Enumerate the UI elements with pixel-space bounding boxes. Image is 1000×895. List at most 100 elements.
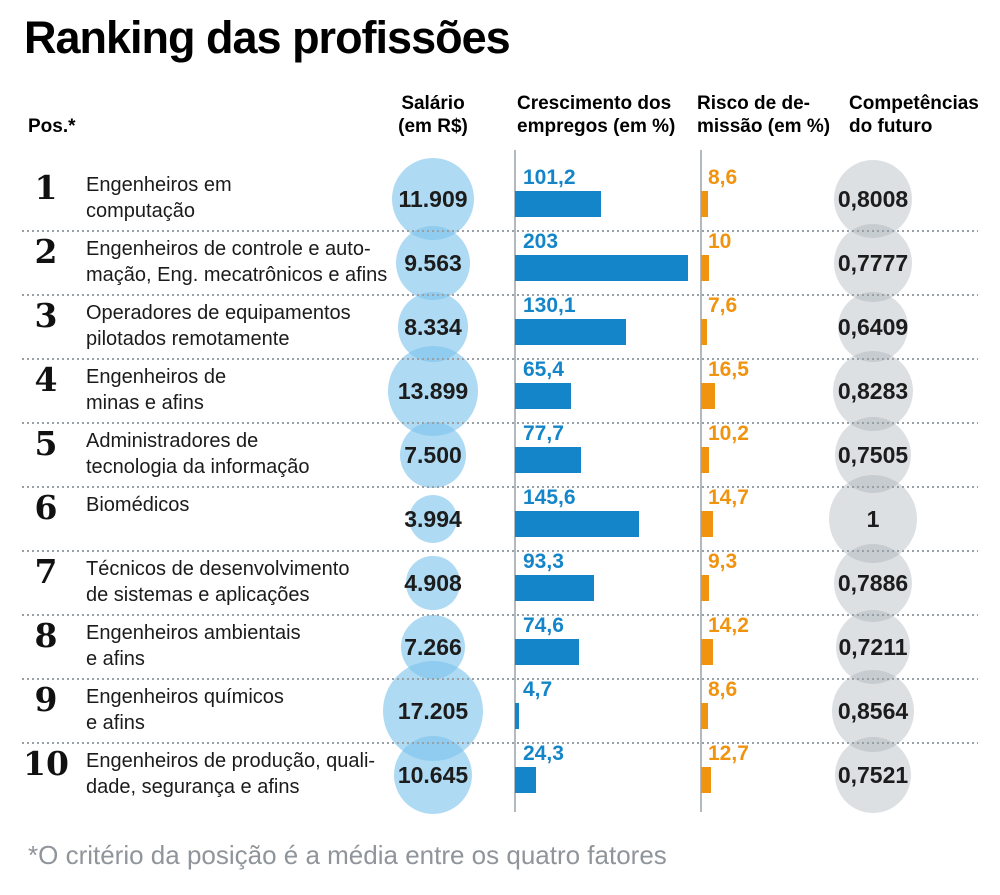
salary-value: 10.645 <box>397 762 469 788</box>
growth-value-label: 93,3 <box>523 550 564 573</box>
growth-bar <box>515 319 626 345</box>
row-separator <box>22 422 978 424</box>
salary-value: 7.266 <box>404 634 462 660</box>
column-header-skills-line1: Competências <box>849 93 979 114</box>
profession-name-line: computação <box>86 200 195 222</box>
skills-value: 0,7886 <box>837 570 909 596</box>
skills-value: 0,6409 <box>837 314 909 340</box>
row-separator <box>22 486 978 488</box>
profession-name: Administradores de tecnologia da informaç… <box>86 428 396 480</box>
profession-name-line: dade, segurança e afins <box>86 776 300 798</box>
risk-value-label: 8,6 <box>708 678 738 701</box>
risk-value-label: 16,5 <box>708 358 749 381</box>
column-header-salary-line2: (em R$) <box>398 116 468 137</box>
risk-value-label: 8,6 <box>708 166 738 189</box>
row-separator <box>22 358 978 360</box>
risk-bar <box>701 703 709 729</box>
profession-name-line: Técnicos de desenvolvimento <box>86 558 350 580</box>
risk-bar <box>701 639 713 665</box>
salary-value: 17.205 <box>397 698 469 724</box>
risk-value-label: 7,6 <box>708 294 738 317</box>
risk-value-label: 14,2 <box>708 614 749 637</box>
growth-bar <box>515 447 582 473</box>
growth-bar <box>515 255 688 281</box>
skills-bubble <box>833 159 913 239</box>
row-separator <box>22 678 978 680</box>
skills-value: 0,8564 <box>837 698 909 724</box>
risk-bar <box>701 255 710 281</box>
profession-name-line: Biomédicos <box>86 494 190 516</box>
salary-bubble <box>393 735 473 815</box>
risk-value-label: 14,7 <box>708 486 749 509</box>
growth-value-label: 77,7 <box>523 422 564 445</box>
skills-value: 0,7211 <box>838 634 908 660</box>
risk-bar <box>701 191 709 217</box>
profession-name-line: minas e afins <box>86 392 204 414</box>
skills-bubble <box>834 736 912 814</box>
column-header-risk: Risco de de- missão (em %) <box>697 92 830 138</box>
skills-bubble <box>833 543 913 623</box>
column-header-pos-label: Pos.* <box>28 116 76 137</box>
profession-name-line: e afins <box>86 712 145 734</box>
row-separator <box>22 294 978 296</box>
profession-name-line: Engenheiros químicos <box>86 686 284 708</box>
growth-value-label: 130,1 <box>523 294 576 317</box>
growth-value-label: 145,6 <box>523 486 576 509</box>
column-header-salary: Salário (em R$) <box>373 92 493 138</box>
salary-value: 11.909 <box>398 186 468 212</box>
salary-value: 3.994 <box>404 506 462 532</box>
position-number: 8 <box>34 616 58 655</box>
skills-value: 0,8283 <box>837 378 909 404</box>
growth-value-label: 203 <box>523 230 559 253</box>
profession-name: Engenheiros ambientais e afins <box>86 620 396 672</box>
risk-value-label: 10,2 <box>708 422 749 445</box>
growth-bar <box>515 703 519 729</box>
profession-name: Engenheiros de controle e auto-mação, En… <box>86 236 396 288</box>
risk-bar <box>701 383 715 409</box>
salary-value: 8.334 <box>404 314 462 340</box>
salary-value: 9.563 <box>404 250 462 276</box>
skills-bubble <box>832 670 914 752</box>
profession-name-line: Engenheiros ambientais <box>86 622 301 644</box>
growth-bar <box>515 767 536 793</box>
column-header-growth: Crescimento dos empregos (em %) <box>517 92 675 138</box>
profession-name-line: Engenheiros de <box>86 366 227 388</box>
skills-value: 0,7777 <box>837 250 909 276</box>
column-header-risk-line1: Risco de de- <box>697 93 810 114</box>
row-separator <box>22 550 978 552</box>
profession-name: Técnicos de desenvolvimento de sistemas e… <box>86 556 396 608</box>
risk-value-label: 12,7 <box>708 742 749 765</box>
growth-bar <box>515 575 595 601</box>
risk-bar <box>701 447 710 473</box>
salary-bubble <box>400 422 466 488</box>
column-header-skills: Competências do futuro <box>849 92 979 138</box>
position-number: 5 <box>34 424 58 463</box>
profession-name-line: mação, Eng. mecatrônicos e afins <box>86 264 388 286</box>
growth-value-label: 65,4 <box>523 358 564 381</box>
profession-name-line: e afins <box>86 648 145 670</box>
profession-name-line: de sistemas e aplicações <box>86 584 310 606</box>
salary-bubble <box>388 346 478 436</box>
profession-name-line: tecnologia da informação <box>86 456 310 478</box>
skills-value: 0,7521 <box>837 762 909 788</box>
salary-bubble <box>406 556 460 610</box>
salary-bubble <box>408 494 457 543</box>
risk-axis-line <box>700 150 702 812</box>
skills-value: 1 <box>866 506 880 532</box>
skills-value: 0,7505 <box>837 442 909 468</box>
footnote: *O critério da posição é a média entre o… <box>28 840 667 870</box>
position-number: 4 <box>34 360 58 399</box>
profession-name: Engenheiros químicos e afins <box>86 684 396 736</box>
profession-name-line: Engenheiros de controle e auto- <box>86 238 371 260</box>
profession-name-line: Administradores de <box>86 430 259 452</box>
profession-name: Engenheiros em computação <box>86 172 396 224</box>
profession-name: Engenheiros de minas e afins <box>86 364 396 416</box>
column-header-risk-line2: missão (em %) <box>697 116 831 137</box>
skills-value: 0,8008 <box>837 186 909 212</box>
growth-axis-line <box>514 150 516 812</box>
profession-name-line: Engenheiros em <box>86 174 232 196</box>
growth-value-label: 74,6 <box>523 614 564 637</box>
salary-value: 13.899 <box>397 378 469 404</box>
growth-bar <box>515 191 602 217</box>
